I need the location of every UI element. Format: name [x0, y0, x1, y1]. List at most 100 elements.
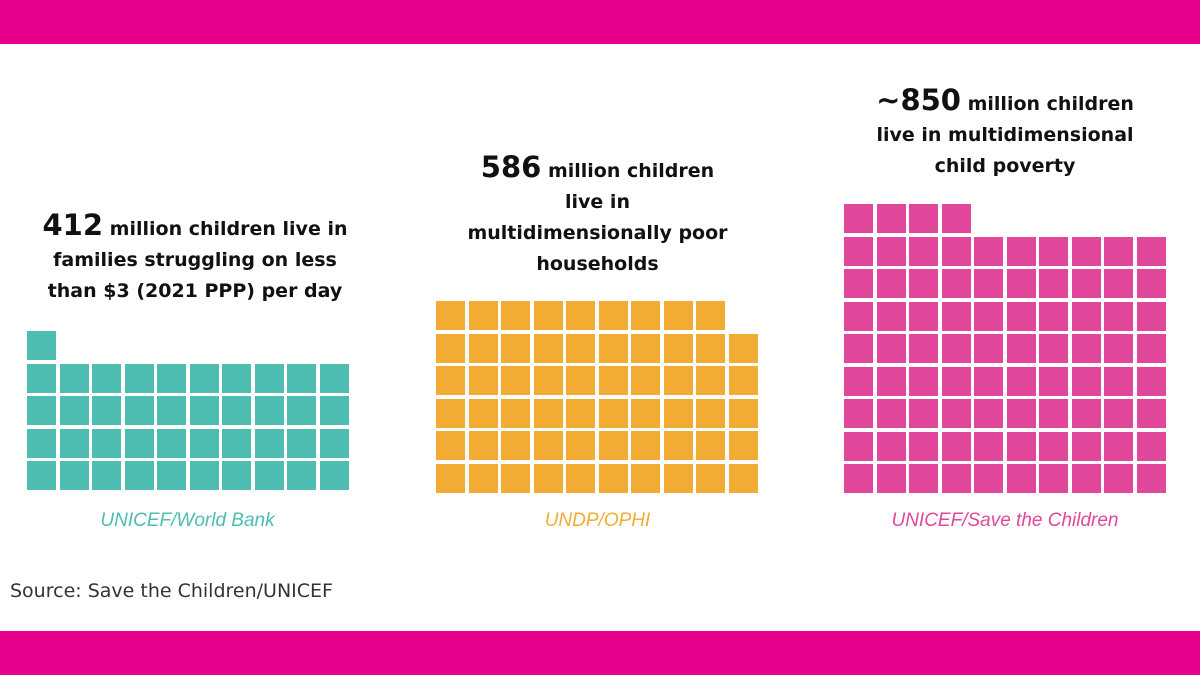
- waffle-cell: [631, 333, 660, 363]
- waffle-cell: [598, 333, 628, 363]
- waffle-grid-412: [27, 331, 349, 490]
- waffle-cell: [1071, 269, 1101, 298]
- waffle-cell: [631, 366, 660, 395]
- footer-source: Source: Save the Children/UNICEF: [10, 580, 333, 602]
- waffle-cell: [1039, 236, 1068, 266]
- waffle-cell: [876, 334, 906, 363]
- waffle-cell: [124, 396, 154, 425]
- waffle-cell: [696, 301, 725, 330]
- waffle-cell: [1136, 301, 1166, 331]
- waffle-cell: [59, 396, 89, 425]
- waffle-cell: [1071, 334, 1101, 363]
- waffle-cell: [533, 431, 563, 460]
- waffle-cell: [468, 333, 498, 363]
- source-label-unicef-save-the-children: UNICEF/Save the Children: [891, 510, 1119, 531]
- waffle-cell: [222, 363, 251, 393]
- headline-line-3: child poverty: [934, 155, 1076, 177]
- waffle-cell: [501, 463, 530, 493]
- waffle-cell: [598, 301, 628, 330]
- waffle-cell: [566, 333, 595, 363]
- waffle-cell: [598, 398, 628, 428]
- waffle-cell: [631, 431, 660, 460]
- waffle-cell: [124, 428, 154, 458]
- waffle-cell: [1039, 269, 1068, 298]
- waffle-cell: [533, 301, 563, 330]
- waffle-cell: [92, 363, 121, 393]
- waffle-cell: [189, 461, 219, 490]
- waffle-cell: [501, 301, 530, 330]
- waffle-cell: [909, 269, 938, 298]
- headline-line-2: families struggling on less: [53, 249, 337, 271]
- waffle-cell: [254, 396, 284, 425]
- waffle-cell: [1104, 301, 1133, 331]
- source-label-undp-ophi: UNDP/OPHI: [544, 510, 651, 531]
- waffle-cell: [663, 301, 693, 330]
- waffle-cell: [844, 399, 873, 428]
- waffle-cell: [1104, 269, 1133, 298]
- waffle-cell: [533, 463, 563, 493]
- waffle-cell: [1006, 431, 1036, 461]
- waffle-cell: [287, 396, 316, 425]
- waffle-cell: [909, 431, 938, 461]
- waffle-cell: [1071, 464, 1101, 493]
- waffle-cell: [566, 431, 595, 460]
- waffle-cell: [844, 431, 873, 461]
- waffle-cell: [189, 428, 219, 458]
- waffle-cell: [1006, 269, 1036, 298]
- waffle-cell: [876, 269, 906, 298]
- waffle-cell: [909, 399, 938, 428]
- waffle-cell: [728, 431, 758, 460]
- waffle-cell: [876, 464, 906, 493]
- waffle-cell: [844, 464, 873, 493]
- waffle-cell: [501, 398, 530, 428]
- waffle-cell: [1104, 366, 1133, 396]
- headline-line-3: multidimensionally poor: [467, 222, 728, 244]
- headline-line-2: live in multidimensional: [876, 124, 1134, 146]
- waffle-cell: [1071, 399, 1101, 428]
- waffle-grid-850: [844, 204, 1166, 493]
- waffle-cell: [941, 464, 971, 493]
- waffle-cell: [844, 269, 873, 298]
- waffle-cell: [1104, 431, 1133, 461]
- waffle-cell: [27, 396, 56, 425]
- waffle-cell: [124, 363, 154, 393]
- waffle-cell: [468, 366, 498, 395]
- waffle-cell: [436, 366, 465, 395]
- waffle-cell: [222, 396, 251, 425]
- waffle-cell: [696, 333, 725, 363]
- headline-586: 586 million children live in multidimens…: [420, 152, 775, 280]
- waffle-cell: [157, 428, 186, 458]
- waffle-cell: [876, 301, 906, 331]
- waffle-cell: [974, 236, 1003, 266]
- waffle-cell: [124, 461, 154, 490]
- waffle-cell: [254, 428, 284, 458]
- waffle-cell: [1006, 334, 1036, 363]
- waffle-cell: [663, 333, 693, 363]
- waffle-cell: [254, 461, 284, 490]
- headline-value: 412: [42, 208, 104, 242]
- waffle-cell: [1136, 269, 1166, 298]
- waffle-cell: [941, 204, 971, 233]
- waffle-cell: [157, 396, 186, 425]
- bottom-accent-band: [0, 631, 1200, 675]
- waffle-cell: [844, 301, 873, 331]
- waffle-cell: [909, 204, 938, 233]
- waffle-cell: [1071, 366, 1101, 396]
- waffle-cell: [876, 204, 906, 233]
- headline-text: million children: [967, 93, 1134, 115]
- waffle-cell: [696, 431, 725, 460]
- waffle-cell: [533, 366, 563, 395]
- waffle-cell: [696, 463, 725, 493]
- waffle-cell: [696, 366, 725, 395]
- waffle-cell: [663, 366, 693, 395]
- waffle-cell: [1006, 301, 1036, 331]
- waffle-cell: [254, 363, 284, 393]
- waffle-cell: [728, 333, 758, 363]
- waffle-cell: [631, 463, 660, 493]
- headline-line-2: live in: [565, 191, 630, 213]
- waffle-cell: [696, 398, 725, 428]
- waffle-cell: [189, 363, 219, 393]
- waffle-cell: [941, 236, 971, 266]
- waffle-cell: [27, 428, 56, 458]
- waffle-cell: [728, 463, 758, 493]
